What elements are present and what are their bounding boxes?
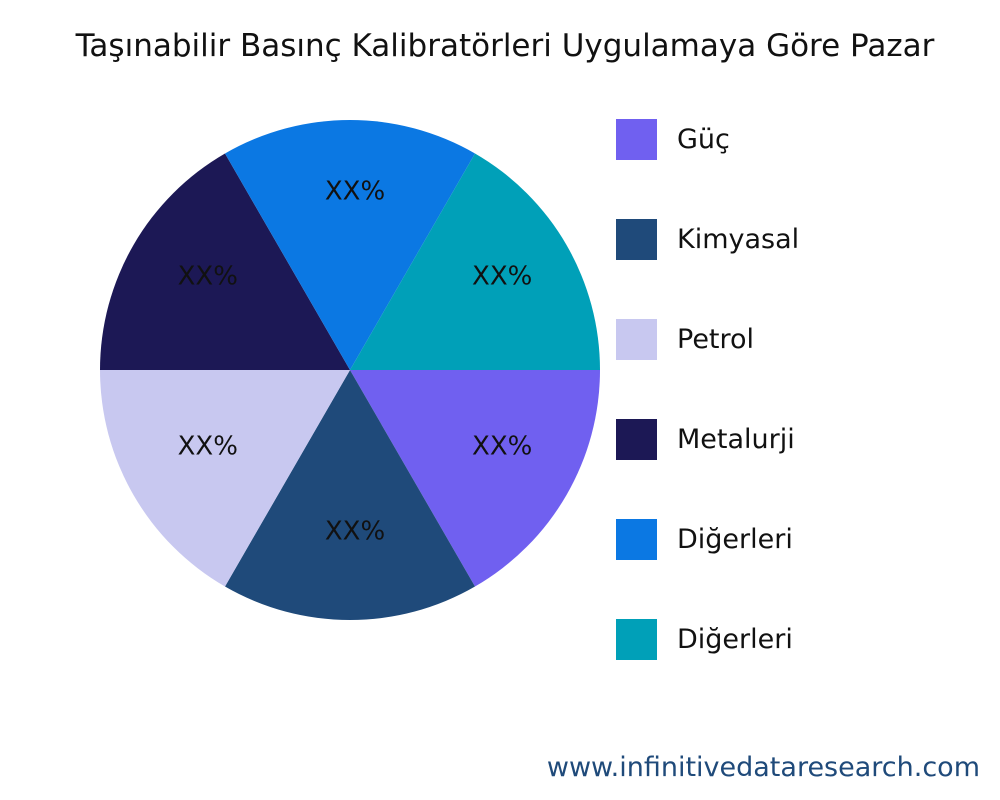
pie-slice-5 <box>350 153 600 370</box>
legend-item: Petrol <box>616 319 754 360</box>
legend-item: Diğerleri <box>616 519 793 560</box>
legend-label: Güç <box>677 124 730 155</box>
pie-slice-1 <box>225 370 475 620</box>
pie-slice-0 <box>350 370 600 587</box>
legend-swatch <box>616 119 657 160</box>
legend-item: Kimyasal <box>616 219 799 260</box>
slice-label-0: XX% <box>472 432 532 462</box>
legend-item: Güç <box>616 119 730 160</box>
legend-swatch <box>616 419 657 460</box>
legend-label: Diğerleri <box>677 624 793 655</box>
slice-label-3: XX% <box>178 262 238 292</box>
legend-swatch <box>616 319 657 360</box>
legend-swatch <box>616 519 657 560</box>
legend-label: Diğerleri <box>677 524 793 555</box>
legend-item: Diğerleri <box>616 619 793 660</box>
slice-label-1: XX% <box>325 517 385 547</box>
legend-swatch <box>616 219 657 260</box>
legend-item: Metalurji <box>616 419 795 460</box>
legend-label: Kimyasal <box>677 224 800 255</box>
legend-swatch <box>616 619 657 660</box>
slice-label-2: XX% <box>178 432 238 462</box>
chart-title: Taşınabilir Basınç Kalibratörleri Uygula… <box>75 28 935 64</box>
pie-slice-3 <box>100 153 350 370</box>
pie-slice-4 <box>225 119 475 370</box>
pie-slice-2 <box>100 370 350 587</box>
slice-label-4: XX% <box>325 177 385 207</box>
slice-label-5: XX% <box>472 262 532 292</box>
footer-url: www.infinitivedataresearch.com <box>546 752 980 783</box>
legend-label: Metalurji <box>677 424 795 455</box>
legend-label: Petrol <box>677 324 755 355</box>
